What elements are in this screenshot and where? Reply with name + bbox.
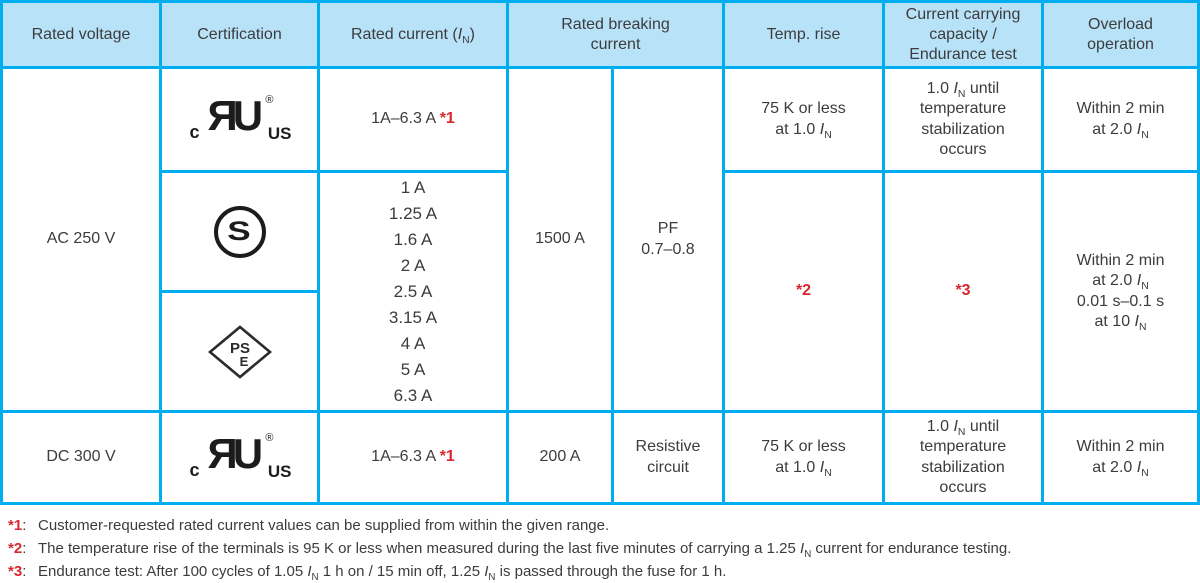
header-overload: Overload operation (1044, 3, 1197, 66)
footnotes: *1: Customer-requested rated current val… (0, 505, 1200, 583)
ac-overload-row1-cell: Within 2 min at 2.0 IN (1044, 69, 1197, 170)
culus-ru-mark-icon: ЯU (207, 91, 263, 139)
pse-diamond-logo: PS E (207, 324, 272, 379)
ac-breaking-current-value: 1500 A (535, 230, 585, 248)
dc-breaking-current-cell: 200 A (509, 413, 611, 502)
dc-breaking-current-value: 200 A (539, 448, 581, 466)
s-mark-logo: S (213, 205, 266, 258)
ac-overload-row1-value: Within 2 min at 2.0 IN (1076, 100, 1165, 141)
dc-capacity-value: 1.0 IN until temperature stabilization occu… (919, 417, 1007, 496)
ac-temp-rise-note-cell: *2 (725, 173, 882, 410)
ac-cert-s-mark-cell: S (162, 173, 317, 290)
header-rated-voltage: Rated voltage (3, 3, 159, 66)
footnote-3-label: *3: (8, 563, 27, 580)
header-overload-label: Overload operation (1087, 15, 1154, 53)
footnote-2: *2: The temperature rise of the terminal… (8, 537, 1190, 560)
footnote-2-label: *2: (8, 540, 27, 557)
s-mark-letter: S (227, 216, 252, 247)
dc-overload-value: Within 2 min at 2.0 IN (1076, 438, 1165, 479)
header-rated-current-label: Rated current (IN) (350, 25, 475, 46)
ac-temp-rise-note: *2 (795, 282, 812, 300)
header-certification-label: Certification (197, 25, 282, 43)
dc-rated-current-range: 1A–6.3 A *1 (371, 448, 455, 466)
ac-cert-culus-cell: c ЯU ® US (162, 69, 317, 170)
ac-rated-current-range-cell: 1A–6.3 A *1 (320, 69, 506, 170)
header-certification: Certification (162, 3, 317, 66)
ac-capacity-note-cell: *3 (885, 173, 1041, 410)
culus-logo: c ЯU ® US (188, 430, 292, 482)
footnote-1-text: Customer-requested rated current values … (38, 517, 610, 534)
ac-voltage-label: AC 250 V (46, 230, 116, 248)
culus-us-label: US (267, 461, 292, 481)
pse-diamond-outline (207, 324, 272, 379)
footnote-3: *3: Endurance test: After 100 cycles of … (8, 560, 1190, 583)
dc-voltage-cell: DC 300 V (3, 413, 159, 502)
dc-circuit-cell: Resistive circuit (614, 413, 722, 502)
ac-capacity-note: *3 (955, 282, 971, 300)
footnote-2-text: The temperature rise of the terminals is… (38, 540, 1012, 560)
dc-temp-rise-value: 75 K or less at 1.0 IN (761, 438, 846, 479)
culus-ru-mark-icon: ЯU (207, 429, 263, 477)
ac-temp-rise-cell: 75 K or less at 1.0 IN (725, 69, 882, 170)
header-capacity: Current carrying capacity / Endurance te… (885, 3, 1041, 66)
header-breaking-current: Rated breaking current (509, 3, 722, 66)
registered-trademark-icon: ® (265, 93, 274, 106)
header-temp-rise-label: Temp. rise (766, 25, 841, 43)
header-temp-rise: Temp. rise (725, 3, 882, 66)
dc-overload-cell: Within 2 min at 2.0 IN (1044, 413, 1197, 502)
dc-cert-culus-cell: c ЯU ® US (162, 413, 317, 502)
ac-rated-current-range: 1A–6.3 A *1 (371, 110, 455, 128)
ac-temp-rise-value: 75 K or less at 1.0 IN (761, 100, 846, 141)
footnote-1-label: *1: (8, 517, 27, 534)
ac-power-factor-value: PF 0.7–0.8 (641, 220, 695, 258)
dc-voltage-label: DC 300 V (46, 448, 116, 466)
culus-c-label: c (189, 122, 200, 143)
culus-c-label: c (189, 460, 200, 481)
footnote-3-text: Endurance test: After 100 cycles of 1.05… (38, 563, 727, 583)
ac-overload-row23-cell: Within 2 min at 2.0 IN 0.01 s–0.1 s at 10 I… (1044, 173, 1197, 410)
pse-e-label: E (239, 354, 248, 369)
fuse-spec-table: Rated voltage Certification Rated curren… (0, 0, 1200, 505)
registered-trademark-icon: ® (265, 431, 274, 444)
ac-cert-pse-cell: PS E (162, 293, 317, 410)
ac-voltage-cell: AC 250 V (3, 69, 159, 410)
ac-power-factor-cell: PF 0.7–0.8 (614, 69, 722, 410)
dc-circuit-value: Resistive circuit (635, 438, 701, 476)
culus-logo: c ЯU ® US (188, 92, 292, 144)
header-breaking-current-label: Rated breaking current (561, 15, 670, 53)
header-rated-current: Rated current (IN) (320, 3, 506, 66)
ac-breaking-current-cell: 1500 A (509, 69, 611, 410)
header-capacity-label: Current carrying capacity / Endurance te… (905, 5, 1021, 63)
dc-temp-rise-cell: 75 K or less at 1.0 IN (725, 413, 882, 502)
ac-capacity-value: 1.0 IN until temperature stabilization occu… (919, 79, 1007, 158)
culus-us-label: US (267, 123, 292, 143)
ac-overload-row23-value: Within 2 min at 2.0 IN 0.01 s–0.1 s at 10 I… (1076, 251, 1165, 334)
dc-capacity-cell: 1.0 IN until temperature stabilization occu… (885, 413, 1041, 502)
ac-capacity-cell: 1.0 IN until temperature stabilization occu… (885, 69, 1041, 170)
header-rated-voltage-label: Rated voltage (31, 25, 131, 43)
dc-rated-current-range-cell: 1A–6.3 A *1 (320, 413, 506, 502)
pse-ps-label: PS (229, 340, 249, 357)
footnote-1: *1: Customer-requested rated current val… (8, 514, 1190, 537)
